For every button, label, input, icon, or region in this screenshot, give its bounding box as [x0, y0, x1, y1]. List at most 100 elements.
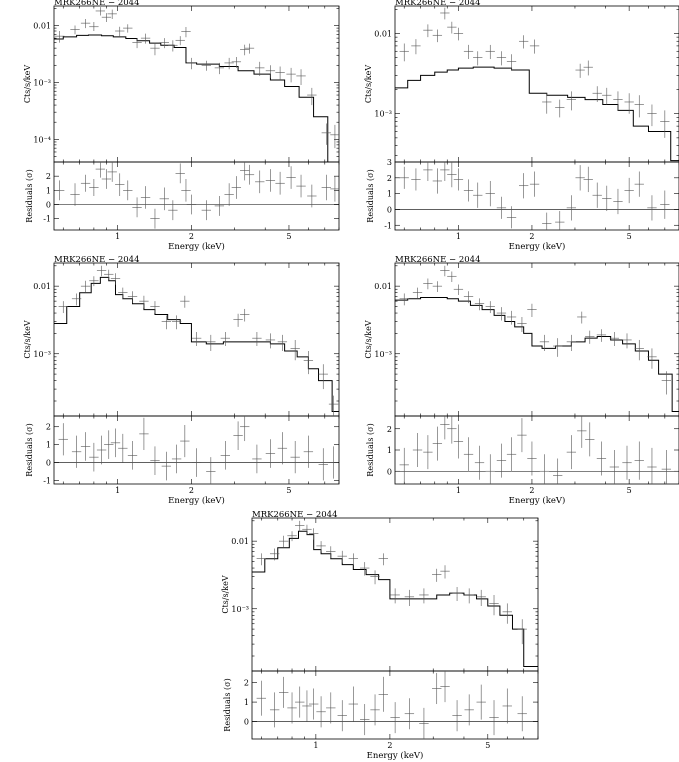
residual-point: [287, 692, 297, 724]
residual-point: [220, 441, 231, 470]
residual-point: [624, 177, 634, 204]
data-point: [519, 35, 529, 49]
data-points: [58, 265, 339, 416]
residual-point: [411, 168, 421, 191]
data-point: [423, 278, 433, 290]
panel-title: MRK266NE − 2044: [54, 0, 139, 8]
residual-point: [330, 176, 339, 202]
data-point: [290, 339, 300, 361]
data-point: [296, 69, 306, 86]
residual-point: [265, 439, 276, 468]
x-tick-label: 2: [189, 232, 194, 241]
resid-tick-label: 0: [387, 205, 392, 214]
x-tick-label: 1: [456, 232, 461, 241]
residual-point: [423, 435, 433, 470]
data-point: [309, 528, 319, 540]
data-point: [404, 589, 415, 606]
data-point: [328, 395, 339, 416]
residual-points: [58, 416, 339, 484]
data-point: [330, 124, 339, 149]
resid-tick-label: 1: [46, 186, 51, 195]
data-point: [485, 44, 495, 60]
data-point: [506, 54, 517, 71]
residual-point: [89, 179, 99, 196]
data-point: [453, 284, 464, 295]
data-point: [318, 364, 328, 390]
data-point: [132, 38, 142, 49]
data-point: [265, 333, 276, 349]
data-point: [181, 27, 191, 38]
residual-point: [278, 676, 289, 708]
data-point: [496, 307, 507, 321]
data-point: [277, 334, 288, 351]
data-point: [240, 308, 250, 322]
y-tick-label: 10⁻³: [33, 350, 51, 359]
data-point: [609, 331, 620, 347]
data-point: [175, 36, 185, 46]
x-tick-label: 5: [627, 232, 632, 241]
data-point: [244, 43, 255, 54]
residual-point: [123, 180, 133, 201]
residual-point: [496, 196, 507, 219]
data-point: [224, 57, 234, 70]
residual-point: [399, 166, 409, 189]
residual-point: [110, 428, 121, 458]
data-point: [399, 293, 409, 306]
residual-point: [309, 688, 319, 720]
residual-point: [453, 424, 464, 459]
resid-tick-label: 0: [46, 459, 51, 468]
residual-point: [328, 446, 339, 479]
data-point: [337, 550, 347, 563]
y-tick-label: 0.01: [33, 21, 51, 30]
y-tick-label: 0.01: [374, 29, 392, 38]
data-point: [302, 524, 312, 535]
resid-tick-label: 2: [46, 423, 51, 432]
data-point: [201, 60, 211, 71]
residual-point: [302, 690, 312, 722]
data-point: [496, 51, 507, 66]
x-tick-label: 1: [115, 232, 120, 241]
data-point: [58, 301, 68, 314]
residual-point: [58, 423, 68, 456]
residual-point: [463, 437, 474, 472]
spectrum-panel-2: MRK266NE − 2044 0.01 10⁻³ 1 2 5 -1 0 1 2 3 Cts/s/ke…: [364, 0, 679, 252]
residual-point: [566, 195, 577, 221]
residual-point: [139, 417, 149, 450]
residual-point: [577, 416, 587, 448]
residual-point: [464, 694, 474, 726]
model-step-line: [395, 66, 679, 162]
residuals-axes: [53, 161, 340, 231]
data-point: [566, 334, 577, 351]
residual-point: [473, 182, 483, 208]
data-point: [286, 67, 296, 83]
data-point: [171, 315, 182, 330]
residual-point: [378, 676, 389, 712]
data-point: [463, 44, 474, 60]
residual-point: [489, 700, 499, 736]
residual-point: [233, 421, 243, 450]
residual-point: [517, 418, 527, 453]
model-step-line: [54, 276, 339, 412]
data-point: [577, 311, 587, 324]
data-point: [110, 273, 121, 285]
data-point: [231, 56, 242, 68]
y-axis-label: Cts/s/keV: [364, 65, 373, 104]
y-tick-label: 0.01: [33, 282, 51, 291]
y-axis-label: Cts/s/keV: [364, 320, 373, 359]
resid-tick-label: 0: [46, 201, 51, 210]
residual-point: [496, 443, 507, 478]
x-tick-label: 1: [115, 486, 120, 495]
residual-point: [506, 437, 517, 472]
residual-point: [303, 435, 314, 468]
data-point: [161, 315, 172, 330]
data-point: [464, 588, 474, 604]
data-point: [80, 280, 91, 293]
data-point: [115, 26, 125, 37]
x-tick-label: 5: [485, 741, 490, 750]
data-point: [453, 27, 464, 41]
residuals-axis-label: Residuals (σ): [366, 169, 375, 222]
resid-tick-label: 3: [387, 158, 392, 167]
data-point: [101, 13, 112, 23]
residual-point: [390, 702, 400, 734]
residual-point: [168, 200, 178, 221]
